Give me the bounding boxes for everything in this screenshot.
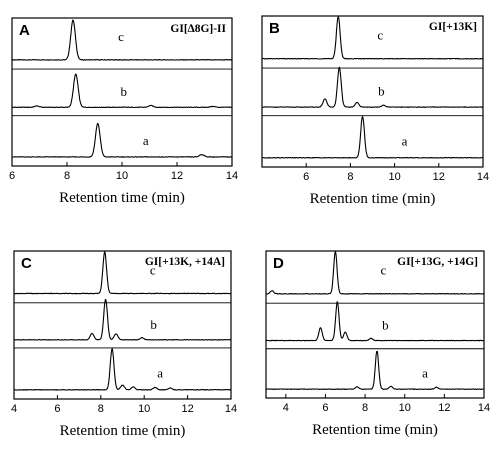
panel-d: c b a 4 6 8 10 12 14 Retention time (min) D GI[+13G…: [265, 250, 490, 438]
trace-label-c: c: [118, 29, 124, 44]
x-tick-label: 8: [362, 402, 368, 414]
trace-b: [14, 298, 232, 341]
panels-container: c b a 6 8 10 12 14 Retention time (min) A GI[∆8G]-…: [9, 15, 490, 439]
x-tick-label: 4: [283, 402, 289, 414]
x-tick-label: 14: [478, 402, 490, 414]
x-tick-label: 12: [181, 403, 193, 415]
x-tick-label: 8: [98, 403, 104, 415]
x-tick-label: 6: [303, 171, 309, 183]
x-tick-label: 14: [226, 170, 238, 182]
x-tick-label: 12: [433, 171, 445, 183]
panel-c: c b a 4 6 8 10 12 14 Retention time (min) C GI[+13K…: [11, 250, 237, 439]
panel-title: GI[+13K, +14A]: [145, 256, 225, 268]
trace-label-a: a: [402, 133, 408, 148]
x-axis-label: Retention time (min): [310, 191, 436, 207]
trace-label-a: a: [157, 366, 163, 381]
trace-c: [266, 250, 485, 295]
panel-a: c b a 6 8 10 12 14 Retention time (min) A GI[∆8G]-…: [9, 17, 238, 206]
x-axis-label: Retention time (min): [312, 422, 438, 438]
trace-a: [261, 115, 484, 159]
panel-title: GI[∆8G]-II: [170, 23, 226, 35]
panel-frame: [265, 250, 485, 399]
panel-frame: [261, 15, 484, 168]
panel-title: GI[+13G, +14G]: [397, 256, 478, 268]
trace-c: [13, 251, 232, 295]
x-axis-label: Retention time (min): [59, 190, 185, 206]
x-tick-label: 14: [477, 171, 489, 183]
x-tick-label: 10: [399, 402, 411, 414]
trace-label-b: b: [382, 318, 389, 333]
x-tick-label: 10: [138, 403, 150, 415]
x-tick-label: 12: [438, 402, 450, 414]
panel-letter: D: [273, 255, 284, 272]
panel-title: GI[+13K]: [429, 21, 477, 33]
x-tick-label: 4: [11, 403, 17, 415]
x-tick-label: 10: [116, 170, 128, 182]
trace-label-c: c: [150, 262, 156, 277]
x-tick-label: 14: [225, 403, 237, 415]
trace-c: [262, 16, 484, 60]
x-tick-label: 12: [171, 170, 183, 182]
trace-b: [261, 66, 484, 108]
panel-frame: [13, 250, 232, 400]
trace-a: [13, 348, 232, 391]
trace-label-c: c: [377, 27, 383, 42]
panel-letter: C: [21, 255, 32, 272]
x-axis-label: Retention time (min): [60, 423, 186, 439]
trace-b: [11, 73, 233, 109]
x-tick-label: 6: [322, 402, 328, 414]
trace-a: [12, 122, 233, 158]
x-tick-label: 8: [347, 171, 353, 183]
panel-b: c b a 6 8 10 12 14 Retention time (min) B GI[+13K]: [261, 15, 489, 207]
panel-letter: B: [269, 20, 280, 37]
trace-label-a: a: [422, 365, 428, 380]
x-tick-label: 10: [388, 171, 400, 183]
trace-label-b: b: [150, 317, 157, 332]
trace-c: [11, 19, 233, 61]
trace-a: [266, 350, 485, 390]
trace-label-b: b: [378, 84, 385, 99]
trace-label-a: a: [143, 133, 149, 148]
x-tick-label: 6: [54, 403, 60, 415]
x-tick-label: 6: [9, 170, 15, 182]
trace-label-b: b: [121, 84, 128, 99]
trace-label-c: c: [380, 262, 386, 277]
x-tick-label: 8: [64, 170, 70, 182]
trace-b: [265, 301, 485, 342]
panel-letter: A: [19, 22, 30, 39]
